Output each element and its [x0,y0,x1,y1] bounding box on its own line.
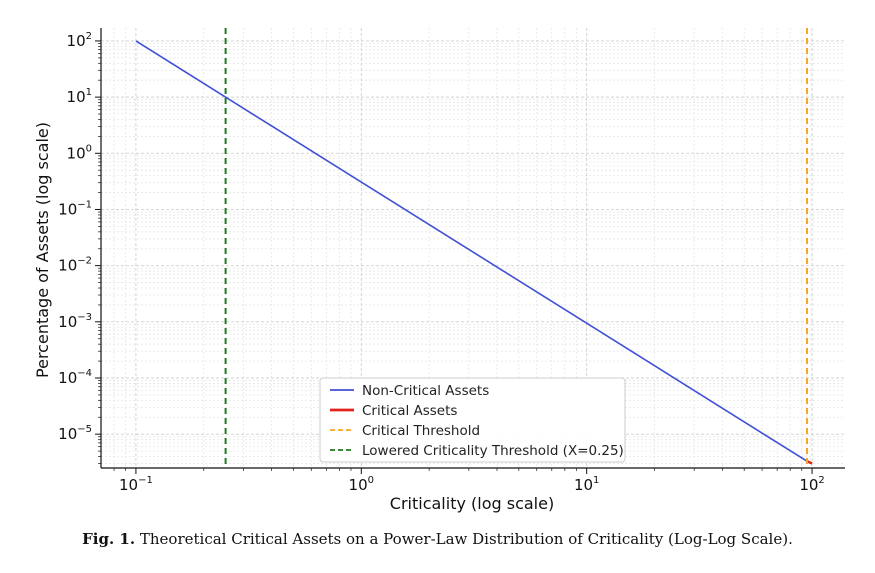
y-tick-label: 100 [67,143,92,162]
legend: Non-Critical Assets Critical Assets Critic… [319,377,626,463]
tick-labels: 10−1 100 101 102 102 101 100 10−1 10−2 10−3 10−4 10… [58,31,825,494]
legend-box [319,377,626,463]
caption-text: Theoretical Critical Assets on a Power-L… [139,530,793,548]
legend-label: Critical Assets [362,403,457,419]
x-tick-label: 100 [349,475,374,494]
y-tick-label: 10−2 [58,256,92,275]
chart: 10−1 100 101 102 102 101 100 10−1 10−2 10−3 10−4 10… [33,28,845,513]
series-line-0 [135,40,808,462]
major-grid [101,28,845,468]
x-tick-label: 102 [799,475,824,494]
y-tick-label: 102 [67,31,92,50]
legend-label: Non-Critical Assets [362,383,489,399]
y-tick-label: 10−3 [58,312,92,331]
legend-label: Lowered Criticality Threshold (X=0.25) [362,443,624,459]
y-tick-label: 101 [67,87,92,106]
x-tick-label: 101 [574,475,599,494]
y-tick-label: 10−4 [58,368,92,387]
legend-label: Critical Threshold [362,423,480,439]
y-axis-label: Percentage of Assets (log scale) [33,122,52,378]
plot-series [135,28,813,468]
y-tick-label: 10−1 [58,199,92,218]
figure-caption: Fig. 1. Theoretical Critical Assets on a… [0,530,875,548]
axes [95,28,845,474]
x-axis-label: Criticality (log scale) [390,494,554,513]
caption-label: Fig. 1. [82,530,136,548]
x-tick-label: 10−1 [119,475,153,494]
y-tick-label: 10−5 [58,424,92,443]
